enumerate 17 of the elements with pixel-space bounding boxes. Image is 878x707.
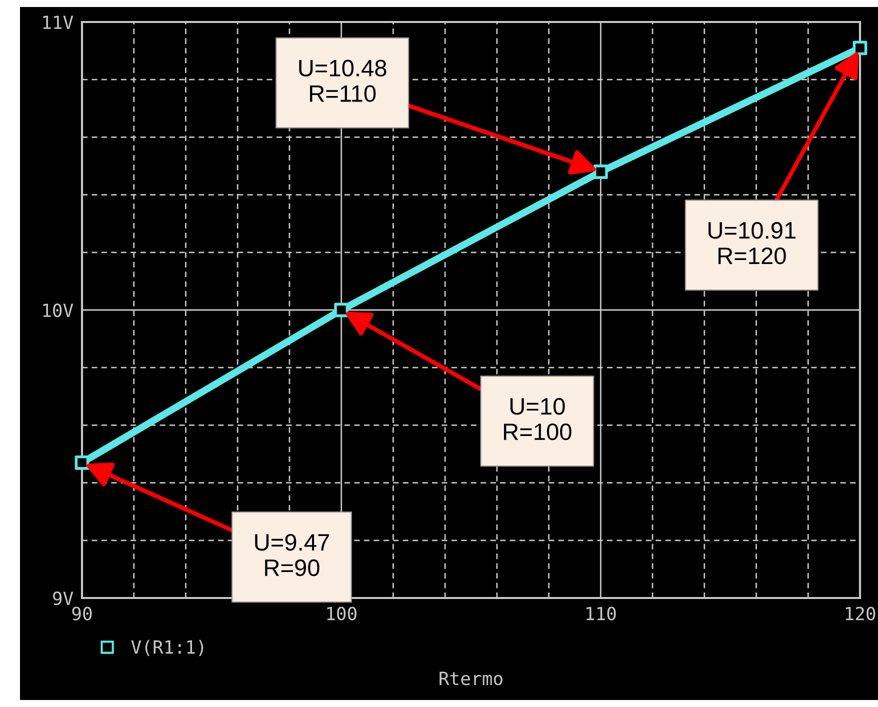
point	[334, 302, 349, 318]
annotation: U=10.91 R=120	[708, 222, 796, 264]
y-tick-label: 10V	[43, 304, 74, 318]
annotation: U=9.47 R=90	[255, 534, 329, 576]
y-tick-label: 11V	[43, 16, 74, 29]
y-tick-label: 9V	[53, 592, 74, 606]
x-tick-label: 100	[327, 606, 356, 620]
x-axis-title: Rtermo	[440, 672, 502, 686]
x-tick-label: 90	[72, 606, 92, 620]
point	[852, 40, 868, 56]
point	[593, 164, 608, 179]
legend-label: V(R1:1)	[131, 640, 204, 656]
annotation: U=10.48 R=110	[299, 60, 386, 102]
annotation: U=10 R=100	[504, 398, 572, 440]
point	[74, 455, 90, 470]
x-tick-label: 120	[846, 606, 876, 620]
x-tick-label: 110	[586, 606, 616, 620]
